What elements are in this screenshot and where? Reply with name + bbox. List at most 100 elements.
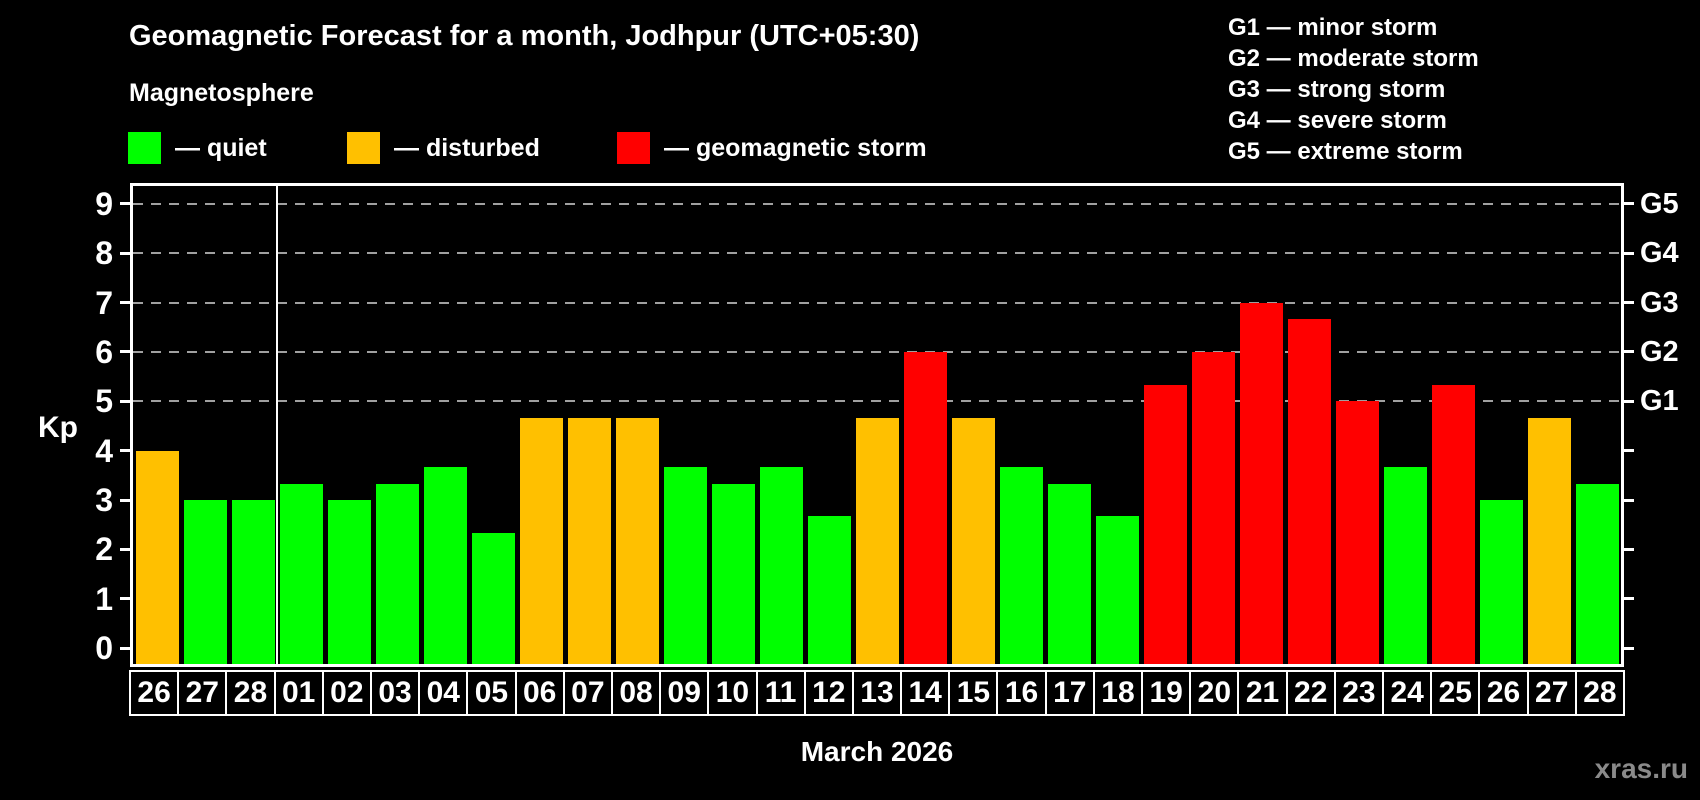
plot-area: 0 1 2 3 4 5 6 7 8 9 G1 G2 G3 G4 G5 [95,183,1679,667]
day-label-18: 16 [996,670,1047,716]
kp-bar-20 [1191,351,1235,664]
day-label-23: 21 [1237,670,1288,716]
day-label-11: 09 [659,670,710,716]
kp-bar-24 [1383,466,1427,664]
gridline-kp7 [133,301,1621,304]
g-legend-line-4: G4 — severe storm [1228,107,1447,134]
left-tick-1 [120,597,130,601]
day-label-20: 18 [1092,670,1144,716]
g-axis-label-G5: G5 [1640,187,1679,220]
day-label-16: 14 [900,670,951,716]
day-label-0: 26 [129,670,180,716]
right-tick-9 [1624,202,1634,206]
kp-bar-06 [519,417,563,664]
g-legend-line-3: G3 — strong storm [1228,76,1446,103]
day-label-7: 05 [466,670,517,716]
day-label-22: 20 [1189,670,1240,716]
gridline-kp5 [133,400,1621,403]
plot-inner: 0 1 2 3 4 5 6 7 8 9 G1 G2 G3 G4 G5 [95,186,1678,666]
legend-swatch-disturbed [347,132,380,164]
y-tick-label-3: 3 [95,482,113,519]
kp-bar-28 [1575,483,1619,664]
kp-bar-23 [1335,401,1379,664]
left-tick-2 [120,547,130,551]
legend-label-storm: — geomagnetic storm [664,133,927,162]
y-tick-label-6: 6 [95,333,113,370]
kp-bar-27 [183,500,227,664]
kp-bar-12 [807,516,851,664]
kp-bar-13 [855,417,899,664]
right-tick-1 [1624,597,1634,601]
day-label-10: 08 [610,670,662,716]
g-legend-line-1: G1 — minor storm [1228,14,1438,41]
legend-label-quiet: — quiet [175,133,267,162]
legend-item-storm: — geomagnetic storm [617,132,927,164]
left-tick-8 [120,251,130,255]
day-label-24: 22 [1285,670,1336,716]
x-axis-day-labels: 26 27 28 01 02 03 04 05 06 07 08 09 10 11 12 13 14 15 16 17… [129,670,1625,716]
color-legend: — quiet — disturbed — geomagnetic storm [0,132,1700,166]
left-tick-0 [120,646,130,650]
legend-label-disturbed: — disturbed [394,133,540,162]
y-tick-label-4: 4 [95,432,113,469]
y-axis-title: Kp [38,411,78,444]
right-tick-5 [1624,399,1634,403]
kp-bar-07 [567,417,611,664]
g-axis-label-G1: G1 [1640,385,1679,418]
right-tick-6 [1624,350,1634,354]
day-label-1: 27 [177,670,228,716]
kp-bar-10 [711,483,755,664]
g-axis-label-G2: G2 [1640,335,1679,368]
kp-bar-11 [759,466,803,664]
chart-subtitle: Magnetosphere [129,79,314,107]
day-label-26: 24 [1382,670,1433,716]
kp-bar-04 [423,466,467,664]
legend-item-disturbed: — disturbed [347,132,540,164]
kp-bar-26 [135,450,179,664]
kp-bar-27 [1527,417,1571,664]
kp-bar-16 [999,466,1043,664]
day-label-19: 17 [1044,670,1095,716]
kp-bar-02 [327,500,371,664]
day-label-6: 04 [418,670,469,716]
day-label-25: 23 [1333,670,1385,716]
left-tick-6 [120,350,130,354]
day-label-2: 28 [225,670,276,716]
kp-bar-25 [1431,385,1475,664]
kp-bar-05 [471,533,515,664]
gridline-kp6 [133,350,1621,353]
day-label-8: 06 [514,670,565,716]
g-axis-label-G4: G4 [1640,237,1679,270]
kp-bar-15 [951,417,995,664]
month-separator [276,186,278,664]
day-label-28: 26 [1478,670,1529,716]
y-tick-label-2: 2 [95,531,113,568]
kp-bar-26 [1479,500,1523,664]
left-tick-3 [120,498,130,502]
kp-bar-21 [1239,302,1283,664]
y-tick-label-0: 0 [95,630,113,667]
y-tick-label-1: 1 [95,580,113,617]
day-label-9: 07 [562,670,613,716]
right-tick-2 [1624,547,1634,551]
right-tick-8 [1624,251,1634,255]
day-label-29: 27 [1526,670,1577,716]
kp-bar-01 [279,483,323,664]
g-axis-label-G3: G3 [1640,286,1679,319]
day-label-5: 03 [369,670,421,716]
watermark: xras.ru [1594,753,1688,784]
right-tick-7 [1624,301,1634,305]
g-legend-line-2: G2 — moderate storm [1228,45,1479,72]
kp-bar-28 [231,500,275,664]
chart-title: Geomagnetic Forecast for a month, Jodhpu… [129,20,920,52]
day-label-12: 10 [707,670,758,716]
legend-swatch-quiet [128,132,161,164]
day-label-30: 28 [1574,670,1625,716]
left-tick-4 [120,449,130,453]
x-axis-title: March 2026 [800,736,954,767]
day-label-13: 11 [755,670,806,716]
g-scale-legend: G1 — minor storm G2 — moderate storm G3 — … [1228,12,1479,167]
kp-bar-22 [1287,318,1331,664]
day-label-21: 19 [1141,670,1192,716]
